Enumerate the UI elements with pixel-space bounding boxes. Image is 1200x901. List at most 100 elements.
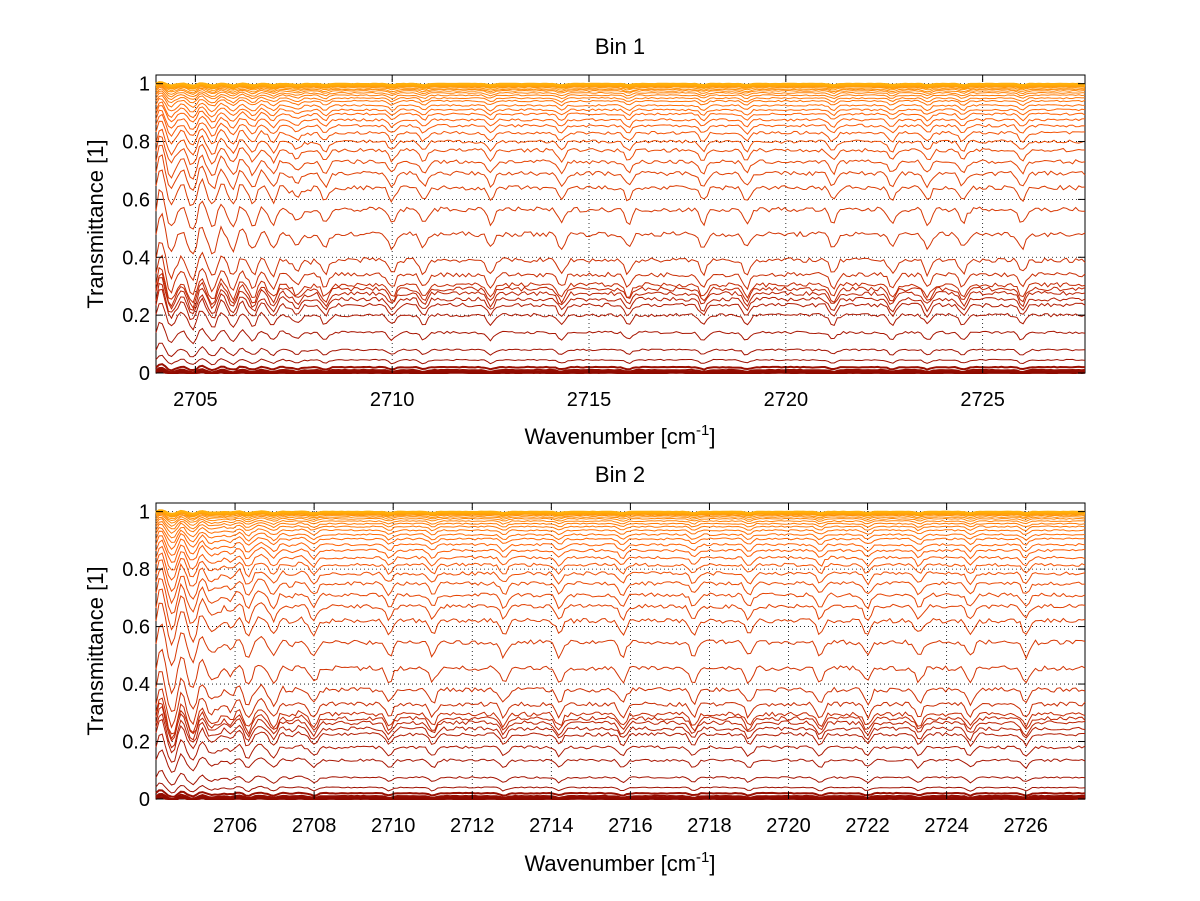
spectrum-line-11 [155,705,1086,742]
x-tick-label: 2715 [567,389,612,411]
bin1-x-ticks: 2705 2710 2715 2720 2725 [173,75,1005,411]
spectrum-line-13 [155,697,1086,735]
y-tick-label: 0.8 [122,559,150,581]
spectrum-line-30 [155,521,1086,534]
spectrum-line-35 [155,84,1085,92]
bin2-ylabel: Transmittance [1] [83,566,108,735]
y-tick-label: 0.8 [122,132,150,154]
x-tick-label: 2726 [1003,815,1048,837]
y-tick-label: 0.6 [122,617,150,639]
x-tick-label: 2725 [960,389,1005,411]
bin2-y-ticks: 0 0.2 0.4 0.6 0.8 1 [122,502,1085,811]
spectrum-line-29 [155,95,1086,109]
spectrum-line-30 [155,92,1086,104]
spectrum-line-3 [155,792,1086,801]
bin1-xlabel: Wavenumber [cm-1] [524,422,715,449]
x-tick-label: 2720 [764,389,809,411]
bin2-axes-frame [155,502,1086,800]
bin2-xlabel: Wavenumber [cm-1] [524,849,715,876]
y-tick-label: 0.4 [122,674,150,696]
spectrum-line-14 [155,688,1086,729]
y-tick-label: 0.2 [122,732,150,754]
spectrum-line-6 [155,342,1086,358]
spectrum-line-21 [155,135,1085,166]
spectrum-line-12 [155,272,1086,310]
spectrum-line-32 [155,516,1086,527]
spectrum-line-40 [155,81,1085,87]
x-tick-label: 2718 [687,815,732,837]
bin1-series [155,81,1086,375]
bin2-chart: 2706 2708 2710 2712 2714 2716 2718 2720 2722 2724… [83,462,1086,876]
spectrum-line-11 [155,277,1086,311]
spectrum-line-16 [155,212,1086,255]
spectrum-line-33 [155,86,1086,96]
spectrum-line-22 [155,559,1086,593]
spectrum-line-27 [155,530,1086,550]
bin2-series [155,509,1086,801]
spectrum-line-12 [155,702,1086,740]
x-tick-label: 2710 [370,389,415,411]
bin1-ylabel: Transmittance [1] [83,139,108,308]
spectrum-line-7 [155,321,1086,345]
x-tick-label: 2706 [213,815,258,837]
spectrum-line-19 [155,588,1086,631]
spectrum-line-27 [155,101,1086,119]
x-tick-label: 2710 [371,815,416,837]
spectrum-line-21 [155,567,1086,605]
spectrum-line-15 [155,671,1086,713]
spectrum-line-7 [155,749,1086,773]
spectrum-line-17 [155,188,1086,230]
y-tick-label: 0.2 [122,305,150,327]
spectrum-line-3 [155,366,1086,374]
bin1-title: Bin 1 [595,34,645,59]
x-tick-label: 2716 [608,815,653,837]
spectrum-line-31 [155,90,1086,101]
spectrum-line-9 [155,718,1085,754]
spectrum-line-19 [155,154,1086,191]
x-tick-label: 2724 [924,815,969,837]
spectrum-line-22 [155,128,1086,157]
spectrum-line-4 [155,363,1085,372]
bin1-chart: 2705 2710 2715 2720 2725 0 0.2 0.4 0.6 0.8 1 Bin … [83,34,1086,449]
x-tick-label: 2708 [292,815,337,837]
spectrum-line-34 [155,85,1086,94]
spectrum-line-8 [155,302,1086,331]
x-tick-label: 2720 [766,815,811,837]
spectrum-line-5 [155,354,1086,366]
y-tick-label: 0 [139,363,150,385]
spectrum-line-13 [155,266,1086,304]
y-tick-label: 0 [139,789,150,811]
spectrum-line-8 [155,733,1086,763]
spectrum-line-34 [155,513,1085,522]
spectrum-line-10 [155,282,1086,315]
spectrum-line-24 [155,545,1086,571]
spectrum-line-6 [155,769,1086,786]
spectrum-line-25 [155,109,1086,130]
spectrum-line-26 [155,535,1086,556]
spectrum-line-25 [155,539,1086,563]
spectrum-line-16 [155,648,1086,695]
spectrum-line-23 [155,120,1086,146]
spectrum-line-26 [155,105,1086,123]
x-tick-label: 2705 [173,389,218,411]
y-tick-label: 0.6 [122,189,150,211]
bin2-title: Bin 2 [595,462,645,487]
spectrum-line-29 [155,523,1086,539]
spectrum-line-10 [155,713,1086,749]
spectrum-line-31 [155,518,1086,530]
spectrum-line-14 [155,254,1086,296]
spectrum-line-28 [155,97,1086,113]
spectrum-line-9 [155,288,1086,321]
x-tick-label: 2712 [450,815,495,837]
spectrum-line-40 [155,509,1086,516]
spectrum-line-5 [155,782,1086,794]
spectrum-line-15 [155,241,1086,282]
spectrum-line-23 [155,552,1086,581]
spectrum-line-32 [155,88,1086,98]
x-tick-label: 2722 [845,815,890,837]
y-tick-label: 1 [139,502,150,524]
spectrum-line-4 [155,789,1086,798]
y-tick-label: 0.4 [122,247,150,269]
spectrum-line-20 [155,144,1086,180]
spectrum-line-24 [155,113,1086,138]
